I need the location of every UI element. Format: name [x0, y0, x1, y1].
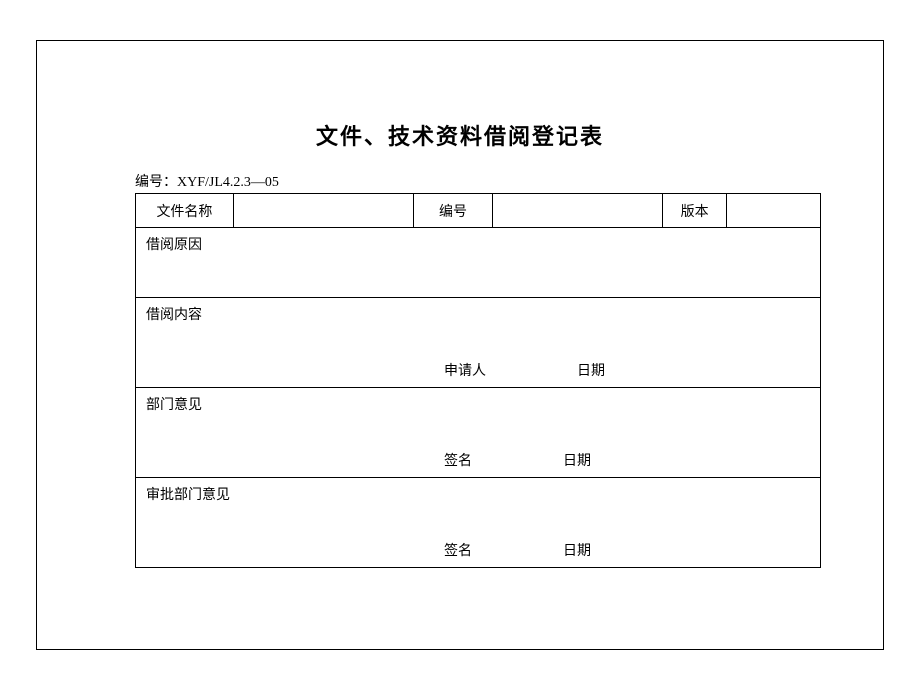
file-name-value-cell — [233, 194, 413, 228]
approval-opinion-cell: 审批部门意见 — [136, 478, 821, 534]
department-opinion-label: 部门意见 — [146, 394, 810, 414]
number-value-cell — [493, 194, 663, 228]
borrow-content-label: 借阅内容 — [146, 304, 810, 324]
table-header-row: 文件名称 编号 版本 — [136, 194, 821, 228]
registration-form-table: 文件名称 编号 版本 借阅原因 借阅内容 申请人 日期 — [135, 193, 821, 568]
applicant-label: 申请人 — [444, 360, 486, 380]
department-date-label: 日期 — [563, 450, 591, 470]
number-label-cell: 编号 — [413, 194, 493, 228]
approval-signature-label: 签名 — [444, 540, 472, 560]
form-number-value: XYF/JL4.2.3—05 — [177, 175, 279, 190]
applicant-signature-row: 申请人 日期 — [136, 354, 821, 388]
approval-signature-cell: 签名 日期 — [136, 534, 821, 568]
version-value-cell — [727, 194, 821, 228]
approval-signature-content: 签名 日期 — [144, 540, 812, 560]
approval-signature-row: 签名 日期 — [136, 534, 821, 568]
applicant-signature-content: 申请人 日期 — [144, 360, 812, 380]
file-name-label-cell: 文件名称 — [136, 194, 234, 228]
page-border: 文件、技术资料借阅登记表 编号：XYF/JL4.2.3—05 文件名称 编号 版… — [36, 40, 884, 650]
department-opinion-row: 部门意见 — [136, 388, 821, 444]
department-signature-label: 签名 — [444, 450, 472, 470]
department-signature-row: 签名 日期 — [136, 444, 821, 478]
version-label-cell: 版本 — [663, 194, 727, 228]
department-opinion-cell: 部门意见 — [136, 388, 821, 444]
borrow-reason-label: 借阅原因 — [146, 234, 810, 254]
applicant-signature-cell: 申请人 日期 — [136, 354, 821, 388]
borrow-content-cell: 借阅内容 — [136, 298, 821, 354]
form-number-label: 编号： — [135, 175, 177, 190]
borrow-content-row: 借阅内容 — [136, 298, 821, 354]
approval-date-label: 日期 — [563, 540, 591, 560]
approval-opinion-label: 审批部门意见 — [146, 484, 810, 504]
approval-opinion-row: 审批部门意见 — [136, 478, 821, 534]
borrow-reason-cell: 借阅原因 — [136, 228, 821, 298]
form-number-line: 编号：XYF/JL4.2.3—05 — [135, 171, 883, 191]
borrow-reason-row: 借阅原因 — [136, 228, 821, 298]
department-signature-content: 签名 日期 — [144, 450, 812, 470]
form-title: 文件、技术资料借阅登记表 — [37, 119, 883, 151]
applicant-date-label: 日期 — [577, 360, 605, 380]
department-signature-cell: 签名 日期 — [136, 444, 821, 478]
